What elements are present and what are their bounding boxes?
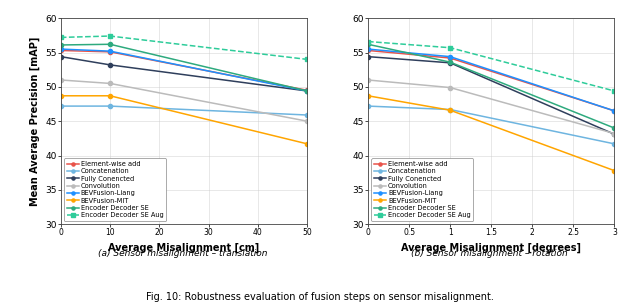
Fully Conencted [303,89,311,93]
Line: BEVFusion-Liang: BEVFusion-Liang [59,47,309,93]
Line: Convolution: Convolution [366,78,616,136]
Line: BEVFusion-MIT: BEVFusion-MIT [59,94,309,146]
Encoder Decoder SE [364,42,372,46]
X-axis label: Average Misalignment [degrees]: Average Misalignment [degrees] [401,243,581,253]
Legend: Element-wise add, Concatenation, Fully Conencted, Convolution, BEVFusion-Liang, : Element-wise add, Concatenation, Fully C… [371,158,474,221]
BEVFusion-Liang [611,109,618,113]
Line: BEVFusion-MIT: BEVFusion-MIT [366,94,616,173]
Encoder Decoder SE Aug [303,58,311,61]
Y-axis label: Mean Average Precision [mAP]: Mean Average Precision [mAP] [29,37,40,206]
Concatenation [57,104,65,108]
Element-wise add [303,88,311,92]
Concatenation [364,104,372,108]
Convolution [57,78,65,82]
Encoder Decoder SE Aug [106,34,114,38]
Encoder Decoder SE Aug [446,46,454,49]
BEVFusion-MIT [106,94,114,98]
Line: Fully Conencted: Fully Conencted [59,55,309,93]
Line: Convolution: Convolution [59,78,309,123]
Line: BEVFusion-Liang: BEVFusion-Liang [366,47,616,113]
Line: Encoder Decoder SE: Encoder Decoder SE [366,42,616,130]
Line: Element-wise add: Element-wise add [366,48,616,113]
Text: (a) Sensor misalignment – translation: (a) Sensor misalignment – translation [98,249,267,258]
BEVFusion-MIT [57,94,65,98]
Element-wise add [364,49,372,52]
Encoder Decoder SE Aug [611,89,618,93]
Line: Encoder Decoder SE Aug: Encoder Decoder SE Aug [366,39,616,93]
Encoder Decoder SE [611,126,618,130]
Convolution [611,132,618,135]
Encoder Decoder SE Aug [57,35,65,39]
Encoder Decoder SE [446,60,454,64]
BEVFusion-Liang [106,49,114,53]
Convolution [364,78,372,82]
BEVFusion-Liang [57,47,65,51]
BEVFusion-Liang [446,55,454,58]
Line: Concatenation: Concatenation [59,104,309,117]
Element-wise add [57,49,65,52]
Line: Fully Conencted: Fully Conencted [366,55,616,136]
BEVFusion-MIT [611,169,618,172]
Element-wise add [611,109,618,113]
Element-wise add [446,56,454,60]
Text: (b) Sensor misalignment – rotation: (b) Sensor misalignment – rotation [412,249,568,258]
Fully Conencted [611,132,618,136]
Legend: Element-wise add, Concatenation, Fully Conencted, Convolution, BEVFusion-Liang, : Element-wise add, Concatenation, Fully C… [64,158,166,221]
Fully Conencted [446,61,454,65]
BEVFusion-MIT [364,94,372,98]
Convolution [446,86,454,89]
Encoder Decoder SE [303,89,311,93]
Line: Element-wise add: Element-wise add [59,48,309,92]
Concatenation [611,142,618,146]
X-axis label: Average Misalignment [cm]: Average Misalignment [cm] [108,243,260,253]
Concatenation [303,113,311,117]
BEVFusion-MIT [446,108,454,112]
Line: Encoder Decoder SE: Encoder Decoder SE [59,42,309,93]
Fully Conencted [364,55,372,58]
BEVFusion-Liang [364,47,372,51]
BEVFusion-MIT [303,142,311,146]
Text: Fig. 10: Robustness evaluation of fusion steps on sensor misalignment.: Fig. 10: Robustness evaluation of fusion… [146,292,494,302]
Convolution [106,82,114,85]
Convolution [303,119,311,123]
Encoder Decoder SE [106,42,114,46]
Fully Conencted [57,55,65,58]
Fully Conencted [106,63,114,67]
Concatenation [446,108,454,111]
Line: Concatenation: Concatenation [366,104,616,146]
Line: Encoder Decoder SE Aug: Encoder Decoder SE Aug [59,34,309,62]
Encoder Decoder SE [57,43,65,47]
Encoder Decoder SE Aug [364,40,372,43]
Concatenation [106,104,114,108]
Element-wise add [106,50,114,54]
BEVFusion-Liang [303,89,311,93]
